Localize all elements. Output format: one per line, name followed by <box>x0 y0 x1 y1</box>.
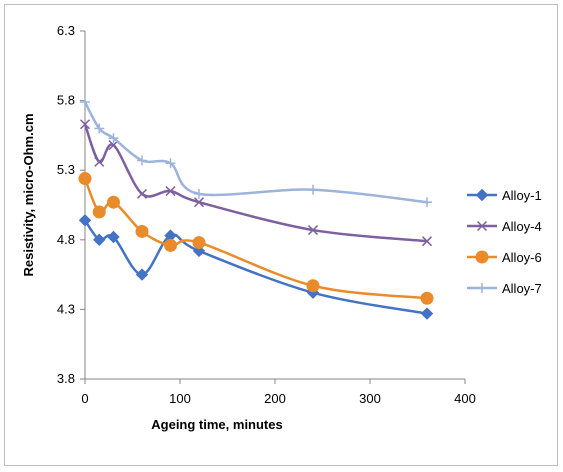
y-tick-label: 6.3 <box>57 23 75 38</box>
data-point-alloy-1 <box>93 233 106 247</box>
series-alloy-6 <box>78 172 434 305</box>
legend-label: Alloy-4 <box>502 219 542 234</box>
data-point-alloy-6 <box>306 279 320 293</box>
data-point-alloy-4 <box>136 188 148 199</box>
x-tick-label: 400 <box>454 391 476 406</box>
legend-item-alloy-6: Alloy-6 <box>467 250 542 265</box>
data-point-alloy-7 <box>94 123 105 134</box>
legend-label: Alloy-7 <box>502 281 542 296</box>
line-chart: 3.84.34.85.35.86.30 100 200 300 400 Alloy-1A… <box>21 23 542 432</box>
x-tick-label: 100 <box>169 391 191 406</box>
data-point-alloy-1 <box>78 214 92 227</box>
data-point-alloy-7 <box>194 188 204 199</box>
tick-labels: 3.8 4.3 4.8 5.3 5.8 6.3 0 100 200 300 400 <box>57 23 476 406</box>
y-tick-label: 4.8 <box>57 232 75 247</box>
data-point-alloy-6 <box>164 238 177 252</box>
legend-item-alloy-7: Alloy-7 <box>467 281 542 296</box>
y-tick-label: 5.8 <box>57 93 75 108</box>
legend-label: Alloy-6 <box>502 250 542 265</box>
chart-frame: 3.8 4.3 4.8 5.3 5.8 6.3 0 100 200 300 400 Alloy-1 A… <box>4 4 558 466</box>
y-axis-title: Resistivity, micro-Ohm.cm <box>21 113 36 276</box>
data-point-alloy-7 <box>308 184 318 195</box>
y-tick-label: 5.3 <box>57 162 75 177</box>
data-point-alloy-4 <box>307 225 319 236</box>
legend-marker <box>477 283 487 293</box>
data-point-alloy-6 <box>192 236 206 250</box>
data-point-alloy-4 <box>79 119 91 130</box>
x-axis-title: Ageing time, minutes <box>151 417 282 432</box>
x-tick-label: 0 <box>81 391 88 406</box>
data-point-alloy-4 <box>165 186 176 197</box>
data-point-alloy-1 <box>107 230 120 244</box>
data-point-alloy-1 <box>420 307 434 320</box>
data-point-alloy-6 <box>78 172 92 186</box>
data-point-alloy-7 <box>108 133 119 144</box>
data-point-alloy-6 <box>420 291 434 305</box>
x-tick-label: 300 <box>359 391 381 406</box>
legend-label: Alloy-1 <box>502 188 542 203</box>
data-point-alloy-1 <box>135 268 149 281</box>
series-alloy-4 <box>79 119 433 247</box>
legend-item-alloy-4: Alloy-4 <box>467 219 542 234</box>
series-lines <box>78 96 434 320</box>
series-line-alloy-4 <box>83 123 429 243</box>
data-point-alloy-4 <box>193 197 205 208</box>
data-point-alloy-7 <box>422 197 432 208</box>
data-point-alloy-4 <box>94 156 105 167</box>
data-point-alloy-7 <box>80 96 90 107</box>
axes <box>80 30 466 384</box>
data-point-alloy-7 <box>137 155 147 166</box>
legend-item-alloy-1: Alloy-1 <box>467 188 542 203</box>
legend-marker <box>475 250 489 264</box>
legend: Alloy-1 Alloy-4 Alloy-6 Alloy-7 <box>467 188 542 296</box>
legend-marker <box>475 188 489 202</box>
x-tick-label: 200 <box>264 391 286 406</box>
series-alloy-1 <box>78 214 434 320</box>
data-point-alloy-6 <box>92 205 106 219</box>
series-alloy-7 <box>80 96 432 208</box>
legend-marker <box>476 220 488 232</box>
data-point-alloy-7 <box>165 158 176 169</box>
y-tick-label: 3.8 <box>57 371 75 386</box>
data-point-alloy-4 <box>421 236 433 247</box>
y-tick-label: 4.3 <box>57 301 75 316</box>
data-point-alloy-6 <box>107 195 120 209</box>
data-point-alloy-6 <box>135 224 149 238</box>
